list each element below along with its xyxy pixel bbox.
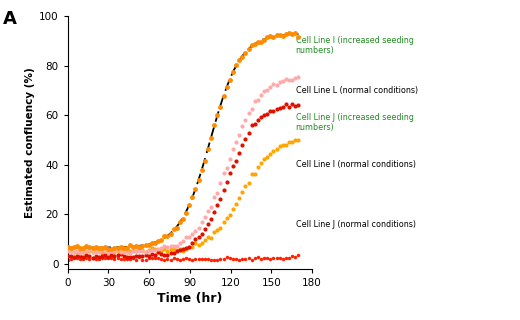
Text: A: A <box>3 10 17 28</box>
Text: Cell Line I (normal conditions): Cell Line I (normal conditions) <box>296 160 415 169</box>
Text: Cell Line J (normal conditions): Cell Line J (normal conditions) <box>296 220 415 229</box>
Text: Cell Line J (increased seeding
numbers): Cell Line J (increased seeding numbers) <box>296 113 413 132</box>
X-axis label: Time (hr): Time (hr) <box>157 292 223 305</box>
Text: Cell Line L (normal conditions): Cell Line L (normal conditions) <box>296 86 418 95</box>
Text: Cell Line I (increased seeding
numbers): Cell Line I (increased seeding numbers) <box>296 36 413 55</box>
Y-axis label: Estimated confluency (%): Estimated confluency (%) <box>25 67 35 218</box>
